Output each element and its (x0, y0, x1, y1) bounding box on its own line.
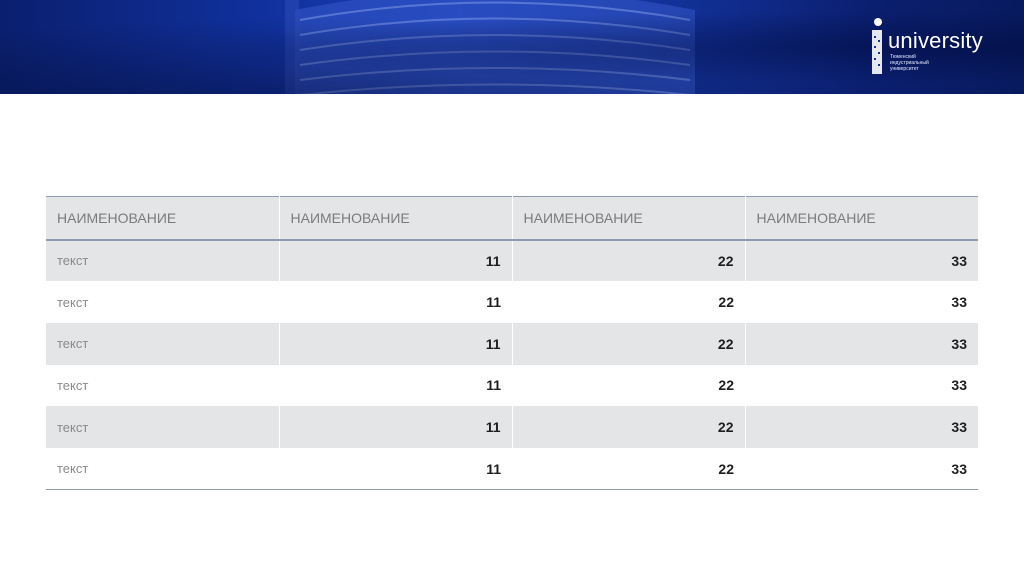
table-row: текст 11 22 33 (46, 322, 978, 365)
table-cell: 33 (745, 239, 978, 282)
table-cell: 22 (512, 364, 745, 407)
table-row: текст 11 22 33 (46, 406, 978, 448)
table-cell: 22 (512, 239, 746, 282)
table-cell: текст (46, 406, 280, 448)
logo-wordmark: university (888, 28, 983, 53)
column-header: НАИМЕНОВАНИЕ (745, 196, 978, 241)
table-cell: 11 (279, 322, 513, 365)
table-header-row: НАИМЕНОВАНИЕ НАИМЕНОВАНИЕ НАИМЕНОВАНИЕ Н… (46, 196, 978, 241)
column-header: НАИМЕНОВАНИЕ (279, 196, 513, 241)
table-cell: 33 (745, 322, 978, 365)
data-table: НАИМЕНОВАНИЕ НАИМЕНОВАНИЕ НАИМЕНОВАНИЕ Н… (46, 196, 978, 491)
table-cell: 11 (279, 281, 512, 323)
table-cell: 33 (745, 447, 978, 491)
table-cell: 22 (512, 322, 746, 365)
table-row: текст 11 22 33 (46, 281, 978, 323)
table-cell: 33 (745, 364, 978, 407)
table-cell: текст (46, 239, 280, 282)
university-logo (872, 18, 882, 74)
header-banner: university Тюменский индустриальный унив… (0, 0, 1024, 94)
table-cell: 11 (279, 406, 513, 448)
table-cell: текст (46, 322, 280, 365)
logo-subtitle: Тюменский индустриальный университет (890, 54, 929, 72)
table-cell: 11 (279, 364, 512, 407)
table-cell: 11 (279, 447, 512, 491)
table-cell: текст (46, 364, 279, 407)
column-header: НАИМЕНОВАНИЕ (46, 196, 280, 241)
table-cell: 22 (512, 281, 745, 323)
table-cell: текст (46, 447, 279, 491)
table-cell: 22 (512, 406, 746, 448)
table-row: текст 11 22 33 (46, 239, 978, 282)
column-header: НАИМЕНОВАНИЕ (512, 196, 746, 241)
table-cell: текст (46, 281, 279, 323)
table-cell: 33 (745, 281, 978, 323)
table-cell: 11 (279, 239, 513, 282)
table-row: текст 11 22 33 (46, 447, 978, 491)
table-row: текст 11 22 33 (46, 364, 978, 407)
table-cell: 33 (745, 406, 978, 448)
table-cell: 22 (512, 447, 745, 491)
